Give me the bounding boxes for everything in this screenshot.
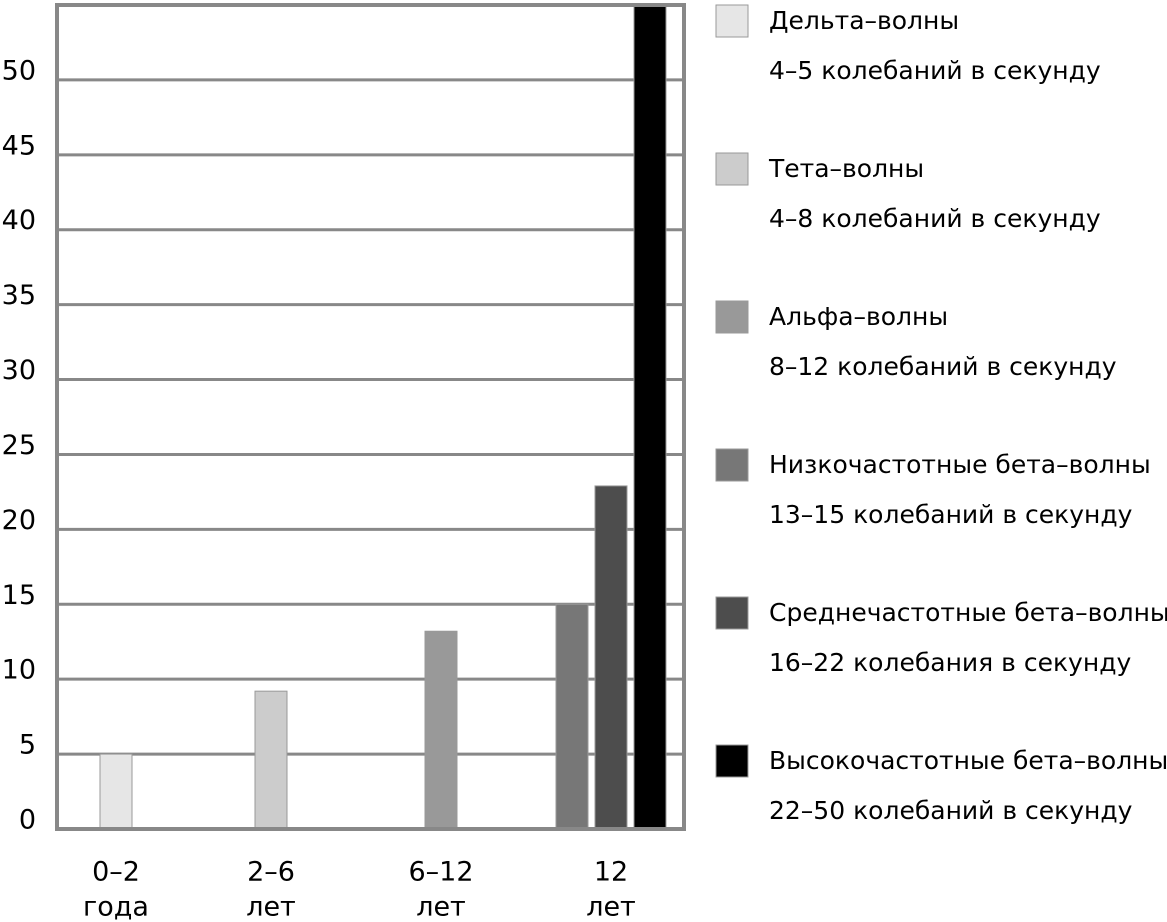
- legend-description: 13–15 колебаний в секунду: [769, 500, 1133, 529]
- y-tick-label: 5: [19, 730, 36, 761]
- bar: [424, 630, 458, 830]
- y-tick-label: 10: [2, 655, 36, 686]
- legend-swatch: [715, 300, 749, 334]
- legend-label: Тета–волны: [768, 154, 924, 183]
- bar: [555, 603, 589, 830]
- y-tick-label: 30: [2, 355, 36, 386]
- bar: [99, 753, 133, 830]
- y-tick-label: 25: [2, 430, 36, 461]
- legend-label: Альфа–волны: [769, 302, 948, 331]
- legend-description: 22–50 колебаний в секунду: [769, 796, 1133, 825]
- legend-swatch: [715, 4, 749, 38]
- legend-description: 4–8 колебаний в секунду: [769, 204, 1101, 233]
- legend-description: 8–12 колебаний в секунду: [769, 352, 1117, 381]
- legend-label: Среднечастотные бета–волны: [769, 598, 1167, 627]
- legend-swatch: [715, 152, 749, 186]
- bar: [254, 690, 288, 830]
- y-tick-label: 45: [2, 130, 36, 161]
- x-tick-label: лет: [246, 892, 296, 922]
- x-tick-label: 2–6: [247, 857, 295, 888]
- x-tick-label: 0–2: [92, 857, 140, 888]
- x-tick-label: 12: [594, 857, 628, 888]
- y-tick-label: 35: [2, 280, 36, 311]
- plot-frame: [55, 3, 686, 831]
- bar: [633, 4, 667, 830]
- legend-description: 16–22 колебания в секунду: [769, 648, 1131, 677]
- x-tick-label: 6–12: [408, 857, 473, 888]
- legend-swatch: [715, 744, 749, 778]
- y-tick-label: 40: [2, 205, 36, 236]
- legend-swatch: [715, 596, 749, 630]
- y-tick-label: 50: [2, 55, 36, 86]
- x-tick-label: года: [83, 892, 149, 922]
- y-tick-label: 0: [19, 805, 36, 836]
- legend-label: Высокочастотные бета–волны: [769, 746, 1167, 775]
- x-tick-label: лет: [416, 892, 466, 922]
- legend-label: Дельта–волны: [769, 6, 959, 35]
- x-tick-label: лет: [586, 892, 636, 922]
- legend-label: Низкочастотные бета–волны: [769, 450, 1151, 479]
- legend-swatch: [715, 448, 749, 482]
- bar: [594, 485, 628, 830]
- y-tick-label: 15: [2, 580, 36, 611]
- y-tick-label: 20: [2, 505, 36, 536]
- legend-description: 4–5 колебаний в секунду: [769, 56, 1101, 85]
